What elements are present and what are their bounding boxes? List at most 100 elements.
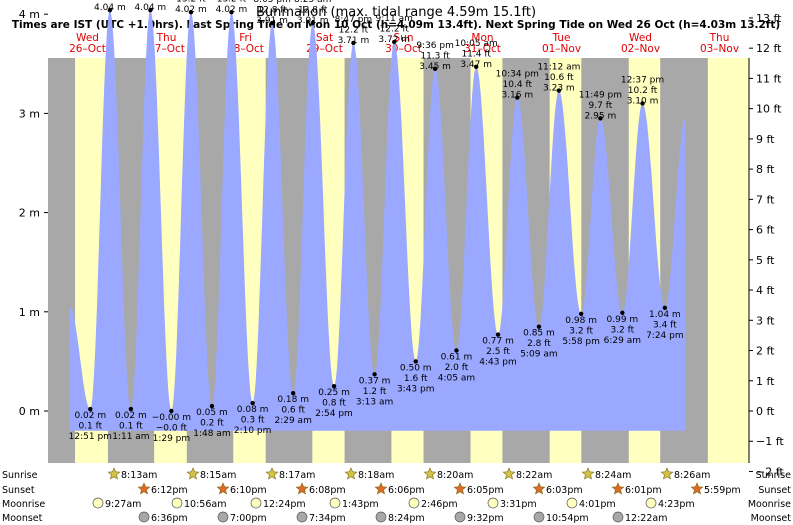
high-tide-point — [640, 101, 645, 106]
axes: −2 ft −1 ft 0 ft 1 ft 2 ft 3 ft 4 ft 5 ft 6 ft 7 … — [19, 8, 785, 478]
high-tide-time-label: 8:47 pm — [335, 15, 373, 25]
day-date-label: 26–Oct — [69, 43, 106, 55]
low-tide-point — [88, 406, 93, 412]
moonrise-icon — [329, 497, 341, 509]
moonrise-icon — [408, 497, 420, 509]
high-tide-point — [473, 64, 479, 69]
low-tide-point — [372, 372, 377, 377]
low-tide-time-label: 2:10 pm — [234, 426, 272, 436]
row-label-right: Moonset — [751, 513, 792, 524]
day-name-label: Fri — [239, 32, 252, 44]
day-name-label: Thu — [156, 32, 177, 44]
moonset-time: 9:32pm — [467, 513, 504, 524]
day-name-label: Wed — [76, 32, 99, 44]
day-date-label: 01–Nov — [542, 43, 581, 55]
sunset-time: 6:05pm — [467, 485, 504, 496]
low-tide-time-label: 2:54 pm — [315, 409, 353, 419]
low-tide-time-label: 1:48 am — [193, 429, 230, 439]
high-tide-point — [269, 20, 275, 26]
high-tide-height-ft-label: 12.8 ft — [298, 6, 328, 16]
high-tide-point — [556, 88, 562, 93]
sunset-icon — [295, 482, 309, 495]
high-tide-height-ft-label: 12.2 ft — [339, 25, 369, 35]
low-tide-height-ft-label: 2.8 ft — [527, 339, 551, 349]
high-tide-point — [188, 10, 194, 15]
day-label-group: Wed26–OctThu27–OctFri28–OctSat29–OctSun3… — [69, 32, 739, 55]
row-label-left: Moonrise — [2, 499, 45, 510]
moonset-time: 10:54pm — [546, 513, 589, 524]
low-tide-point — [250, 400, 255, 406]
high-tide-height-ft-label: 12.2 ft — [380, 24, 410, 34]
moonrise-time: 3:31pm — [500, 499, 537, 510]
low-tide-point — [620, 310, 625, 315]
day-date-label: 02–Nov — [621, 43, 660, 55]
low-tide-height-ft-label: 2.0 ft — [445, 363, 469, 373]
low-tide-point — [662, 305, 668, 311]
high-tide-time-label: 8:05 pm — [253, 0, 291, 5]
low-tide-height-m-label: 0.18 m — [277, 395, 309, 405]
high-tide-time-label: 10:34 pm — [496, 70, 539, 80]
ft-tick-label: −1 ft — [756, 435, 784, 448]
sunset-icon — [453, 482, 467, 495]
low-tide-time-label: 4:05 am — [438, 373, 475, 383]
sunrise-icon — [107, 467, 121, 480]
low-tide-height-ft-label: 0.6 ft — [281, 406, 305, 416]
day-name-label: Sun — [394, 32, 414, 44]
m-tick-label: 3 m — [19, 107, 40, 120]
sunset-time: 5:59pm — [704, 485, 741, 496]
ft-tick-label: 4 ft — [756, 284, 775, 297]
row-label-left: Sunrise — [2, 470, 38, 481]
high-tide-point — [598, 116, 603, 121]
high-tide-point — [310, 20, 315, 26]
low-tide-time-label: 4:43 pm — [479, 358, 517, 368]
low-tide-height-m-label: 1.04 m — [649, 310, 681, 320]
low-tide-height-ft-label: 0.2 ft — [200, 419, 224, 429]
ft-tick-label: 1 ft — [756, 375, 775, 388]
moonrise-time: 9:27am — [105, 499, 141, 510]
low-tide-point — [209, 403, 215, 409]
moonset-icon — [454, 511, 466, 523]
high-tide-height-m-label: 3.16 m — [501, 91, 533, 101]
low-tide-time-label: 3:43 pm — [397, 384, 435, 394]
high-tide-time-label: 9:36 pm — [416, 41, 454, 51]
high-tide-time-label: 11:49 pm — [579, 90, 622, 100]
low-tide-time-label: 12:51 pm — [69, 432, 112, 442]
m-tick-label: 0 m — [19, 405, 40, 418]
high-tide-point — [515, 95, 520, 100]
ft-tick-label: 6 ft — [756, 224, 775, 237]
low-tide-height-ft-label: 1.2 ft — [363, 387, 387, 397]
sun-moon-table: Sunrise Sunrise Sunset Sunset Moonrise Moonri… — [2, 467, 792, 524]
sunset-time: 6:01pm — [625, 485, 662, 496]
row-label-left: Moonset — [2, 513, 43, 524]
sunrise-icon — [581, 467, 595, 480]
high-tide-height-ft-label: 13.3 ft — [136, 0, 166, 3]
day-name-label: Mon — [471, 32, 493, 44]
high-tide-height-ft-label: 10.4 ft — [503, 80, 533, 90]
low-tide-time-label: 7:24 pm — [646, 331, 684, 341]
moonrise-time: 1:43pm — [342, 499, 379, 510]
low-tide-height-m-label: 0.50 m — [400, 363, 432, 373]
low-tide-point — [128, 406, 134, 412]
day-date-label: 27–Oct — [148, 43, 185, 55]
ft-tick-label: 12 ft — [756, 42, 782, 55]
sunrise-time: 8:17am — [279, 470, 315, 481]
moonrise-icon — [487, 497, 499, 509]
low-tide-point — [578, 311, 584, 316]
day-date-label: 03–Nov — [700, 43, 739, 55]
high-tide-time-label: 8:25 am — [294, 0, 331, 5]
sunset-time: 6:08pm — [309, 485, 346, 496]
low-tide-time-label: 1:11 am — [112, 432, 149, 442]
low-tide-height-ft-label: 0.1 ft — [119, 422, 143, 432]
high-tide-time-label: 12:37 pm — [621, 75, 664, 85]
ft-tick-label: 11 ft — [756, 72, 782, 85]
ft-tick-label: 2 ft — [756, 345, 775, 358]
moonrise-icon — [566, 497, 578, 509]
ft-tick-label: 3 ft — [756, 314, 775, 327]
sunset-icon — [137, 482, 151, 495]
sunset-time: 6:06pm — [388, 485, 425, 496]
moonrise-icon — [171, 497, 183, 509]
sunrise-icon — [660, 467, 674, 480]
sunset-icon — [216, 482, 230, 495]
sunrise-icon — [344, 467, 358, 480]
